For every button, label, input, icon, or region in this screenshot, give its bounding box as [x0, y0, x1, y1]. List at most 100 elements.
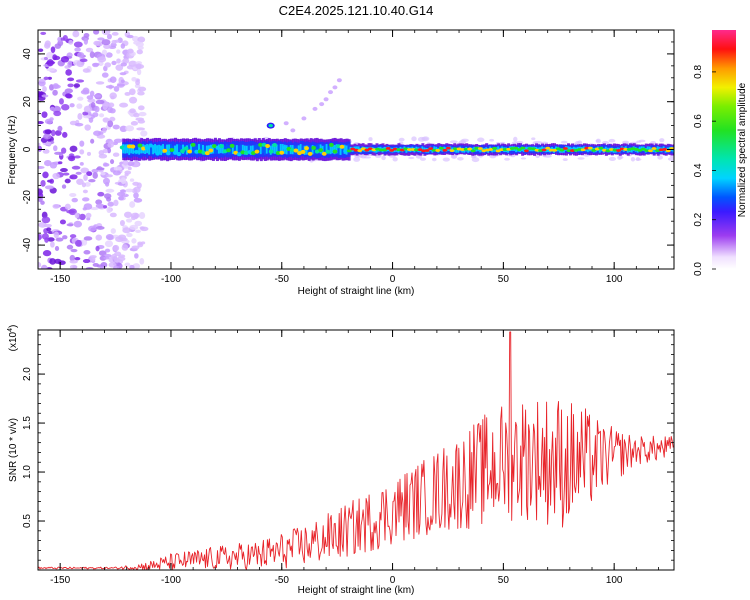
spectrogram-band-blob — [311, 145, 317, 150]
spectrogram-speckle — [451, 155, 457, 159]
spectrogram-noise-blob — [38, 109, 41, 114]
spectrogram-noise-blob — [102, 127, 107, 133]
spectrogram-noise-blob — [103, 162, 110, 167]
snr-y-ticks: 0.5 1.0 1.5 2.0 — [22, 334, 674, 571]
spectrogram-band-cell — [325, 144, 329, 154]
spectrogram-band-blob — [477, 147, 483, 150]
spectrogram-noise-blob — [52, 54, 58, 61]
spectrogram-noise-blob — [131, 245, 140, 250]
spectrogram-noise-blob — [116, 191, 126, 197]
spectrogram-noise-blob — [81, 197, 90, 202]
spectrogram-noise-blob — [102, 177, 110, 185]
x-tick-label: -100 — [161, 274, 181, 285]
spectrogram-noise-blob — [38, 233, 42, 241]
spectrogram-band-cell — [199, 144, 203, 154]
spectrogram-noise-blob — [136, 68, 142, 76]
spectrogram-band-cell — [257, 145, 261, 155]
snr-x-ticks: -150 -100 -50 0 50 100 — [37, 330, 659, 586]
spectrogram-speckle — [622, 140, 630, 144]
spectrogram-noise-blob — [119, 125, 128, 133]
spectrogram-band-blob — [438, 146, 444, 150]
spectrogram-band-blob — [368, 147, 373, 151]
spectrogram-band-blob — [545, 146, 551, 150]
spectrogram-band-cell — [174, 145, 178, 155]
spectrogram-noise-blob — [53, 110, 62, 117]
spectrogram-noise-blob — [43, 76, 49, 81]
y-tick-label: 1.0 — [22, 465, 33, 479]
spectrogram-heatmap — [38, 30, 674, 269]
spectrogram-speckle — [577, 140, 583, 146]
spectrogram-noise-blob — [129, 178, 135, 182]
spectrogram-noise-blob — [138, 86, 147, 92]
y-tick-label: 0.5 — [22, 514, 33, 528]
spectrogram-band-cell — [467, 148, 471, 153]
spectrogram-noise-blob — [112, 170, 121, 176]
spectrogram-noise-blob — [64, 88, 74, 94]
spectrogram-noise-blob — [95, 81, 105, 85]
spectrogram-speckle — [442, 157, 450, 162]
spectrogram-band-cell — [251, 145, 255, 155]
spectrogram-band-cell — [301, 144, 305, 155]
spectrogram-noise-blob — [131, 238, 137, 244]
spectrogram-speckle — [562, 158, 568, 162]
spectrogram-noise-blob — [128, 88, 136, 96]
spectrogram-band-cell — [237, 145, 241, 155]
spectrogram-noise-blob — [110, 159, 115, 165]
spectrogram-noise-blob — [73, 83, 81, 88]
spectrogram-noise-blob — [38, 142, 41, 147]
spectrogram-band-blob — [133, 149, 139, 154]
x-tick-label: 0 — [390, 575, 396, 586]
spectrogram-noise-blob — [122, 158, 129, 166]
spectrogram-noise-blob — [82, 68, 91, 73]
spectrogram-noise-blob — [139, 226, 145, 230]
spectrogram-noise-blob — [47, 76, 52, 80]
spectrogram-noise-blob — [88, 179, 96, 183]
y-tick-label: 20 — [22, 96, 33, 108]
spectrogram-noise-blob — [44, 185, 54, 190]
spectrogram-band-blob — [211, 144, 217, 149]
spectrogram-band-blob — [126, 144, 132, 149]
spectrogram-noise-blob — [73, 41, 83, 48]
spectrogram-noise-blob — [119, 102, 129, 108]
spectrogram-band-cell — [229, 145, 233, 155]
spectrogram-noise-blob — [137, 119, 146, 124]
spectrogram-band-cell — [353, 146, 357, 152]
spectrogram-noise-blob — [38, 165, 45, 169]
spectrogram-noise-blob — [109, 76, 117, 83]
spectrogram-noise-blob — [136, 49, 143, 55]
spectrogram-band-blob — [190, 142, 196, 147]
spectrogram-band-blob — [258, 142, 263, 147]
spectrogram-noise-blob — [43, 56, 49, 61]
spectrogram-band-cell — [235, 145, 239, 155]
spectrogram-band-cell — [572, 146, 576, 152]
spectrogram-noise-blob — [122, 227, 131, 234]
spectrogram-band-blob — [502, 148, 508, 151]
spectrogram-noise-blob — [74, 122, 84, 127]
spectrogram-band-blob — [350, 147, 356, 151]
spectrogram-band-cell — [130, 144, 134, 154]
spectrogram-noise-blob — [57, 125, 63, 132]
x-tick-label: -50 — [275, 575, 290, 586]
spectrogram-feature — [332, 85, 338, 90]
spectrogram-band-cell — [321, 145, 325, 155]
spectrogram-noise-blob — [120, 62, 127, 67]
spectrogram-noise-blob — [67, 77, 75, 82]
y-tick-label: 2.0 — [22, 367, 33, 381]
spectrogram-band-cell — [233, 144, 237, 155]
spectrogram-band-blob — [201, 150, 207, 155]
spectrogram-band-blob — [307, 151, 313, 156]
spectrogram-noise-blob — [127, 48, 134, 54]
spectrogram-band-blob — [148, 143, 153, 148]
spectrogram-noise-blob — [58, 98, 64, 105]
spectrogram-band-blob — [187, 149, 192, 154]
spectrogram-noise-blob — [133, 197, 143, 203]
spectrogram-noise-blob — [75, 171, 82, 175]
spectrogram-noise-blob — [80, 167, 90, 174]
spectrogram-speckle — [520, 157, 527, 160]
spectrogram-speckle — [471, 157, 480, 163]
spectrogram-speckle — [636, 140, 642, 143]
spectrogram-band-blob — [470, 149, 476, 153]
x-tick-label: -150 — [50, 274, 70, 285]
spectrogram-band-blob — [233, 150, 239, 155]
